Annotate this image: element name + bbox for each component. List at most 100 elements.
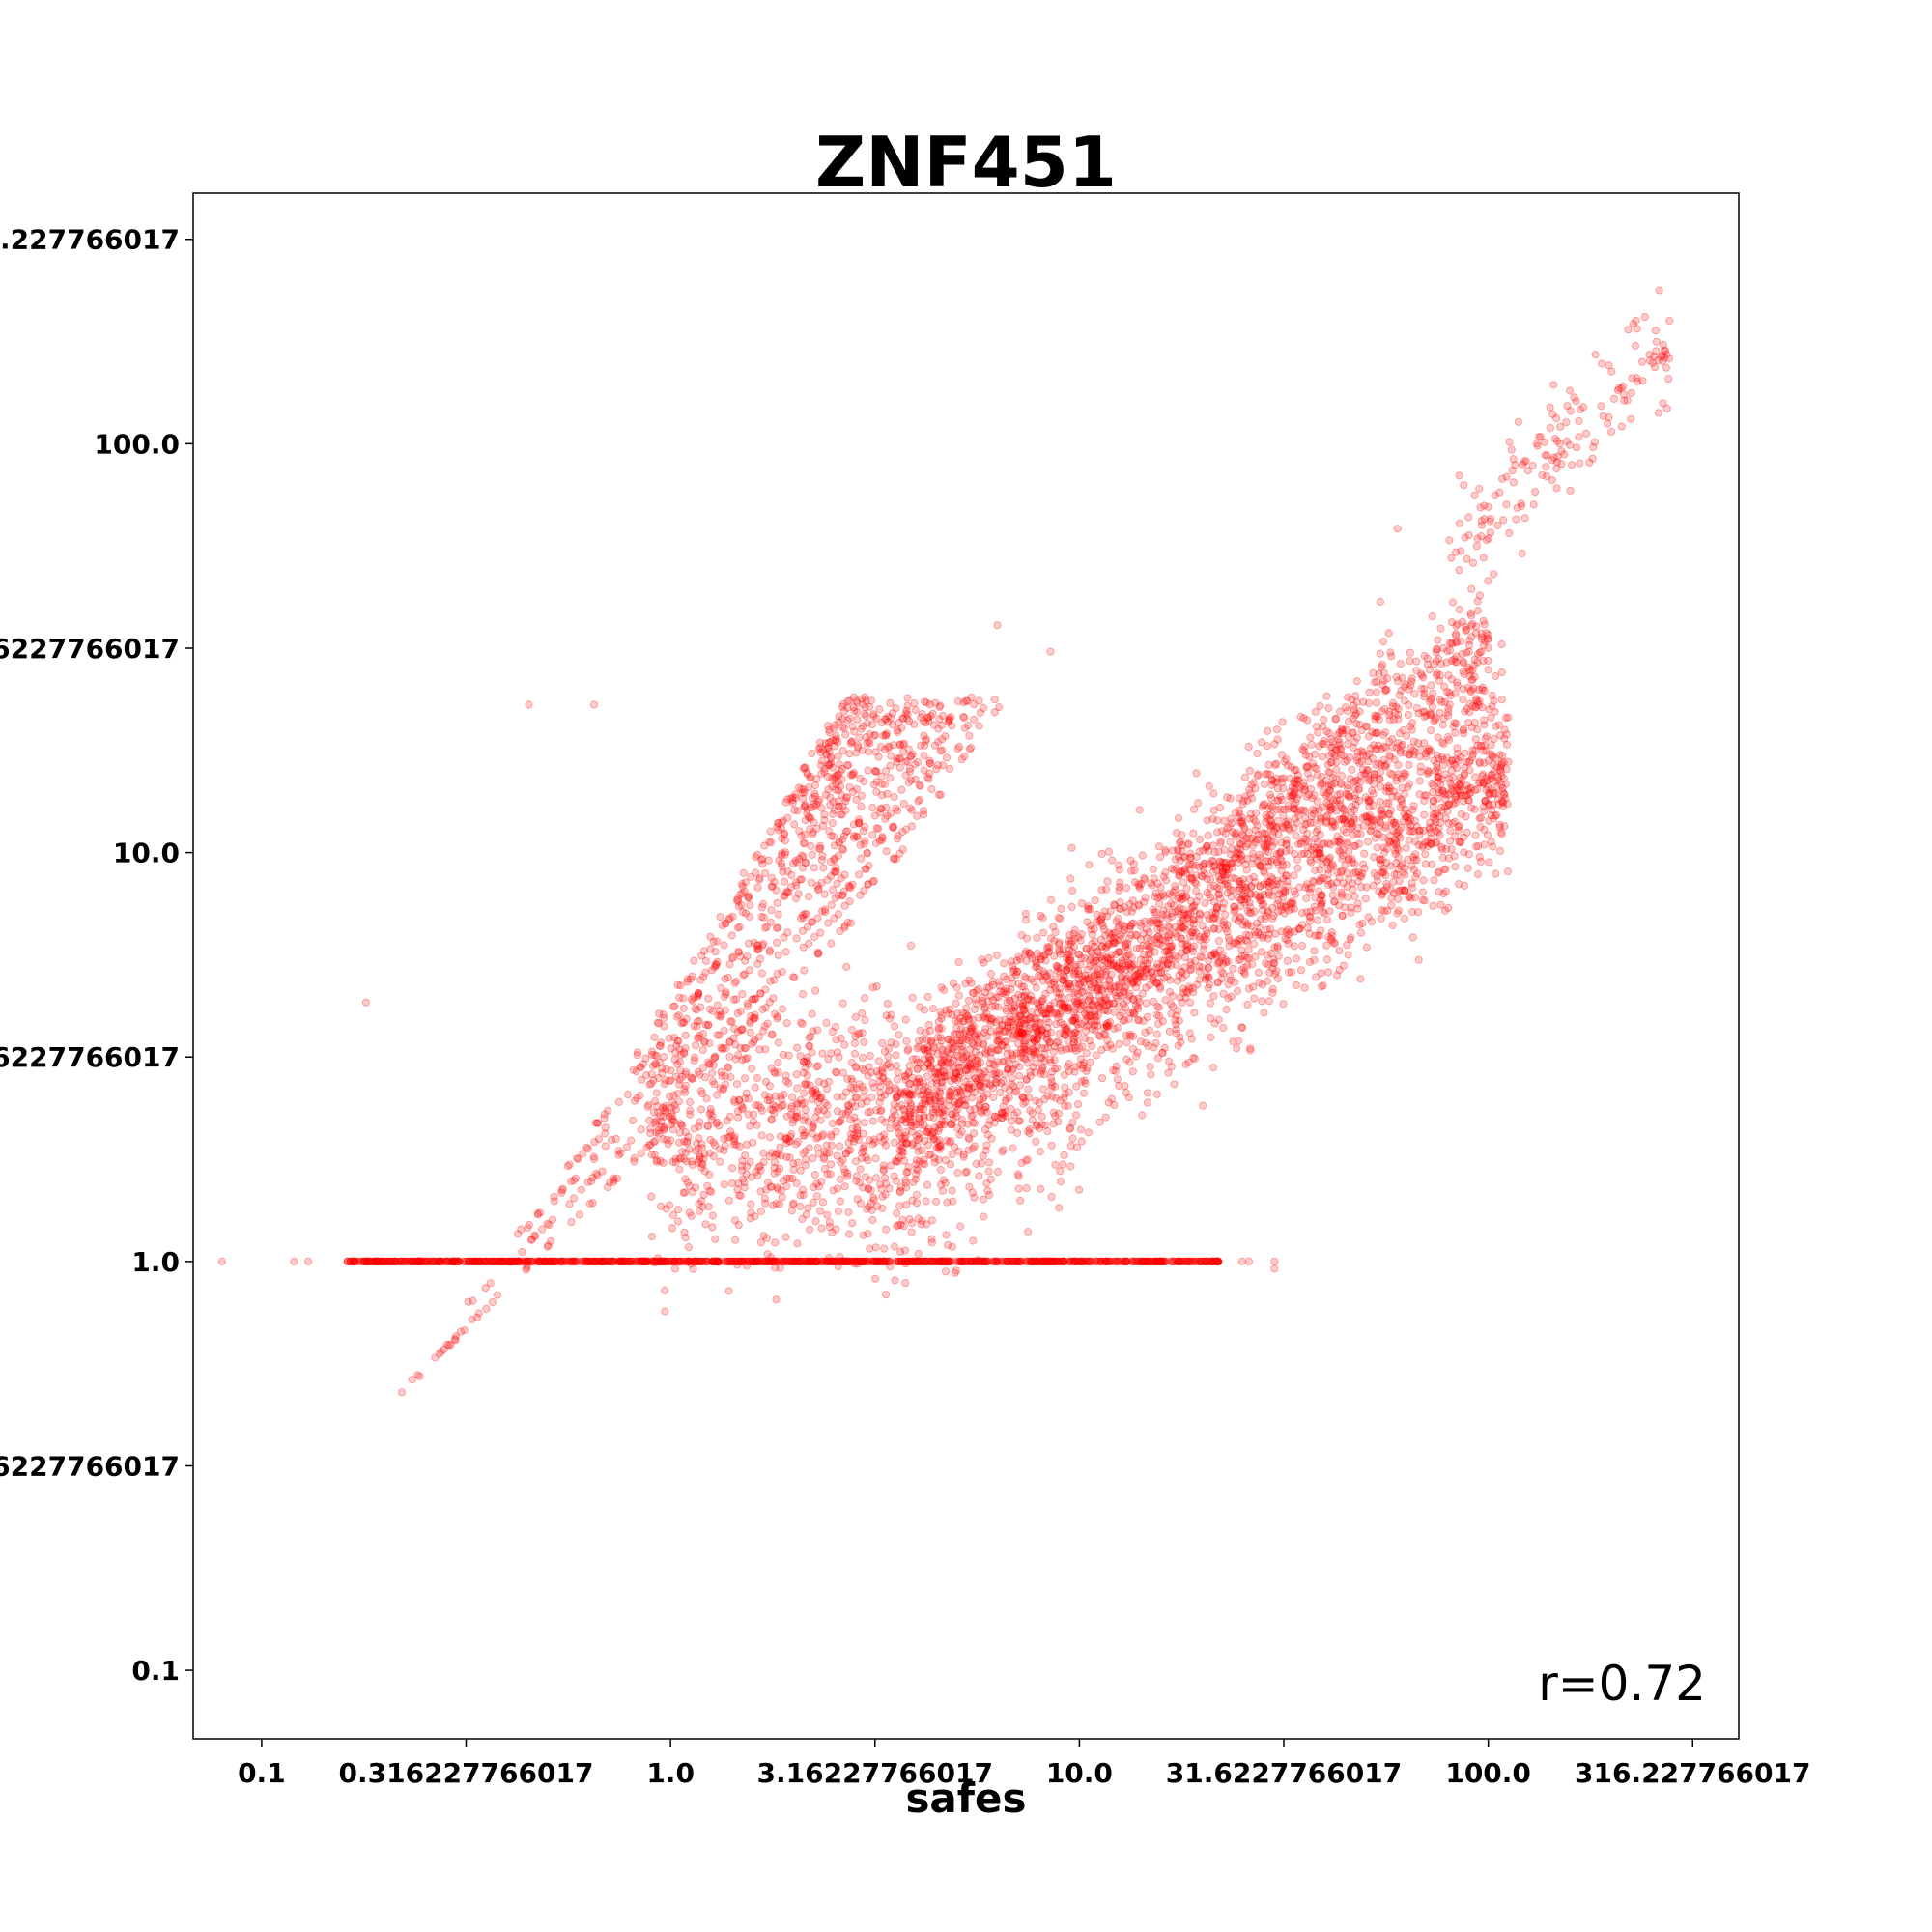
scatter-point — [681, 1031, 690, 1039]
scatter-point — [692, 1257, 701, 1266]
scatter-point — [1118, 1257, 1126, 1266]
scatter-point — [827, 1160, 836, 1169]
scatter-point — [1204, 983, 1213, 992]
scatter-point — [1213, 1257, 1222, 1266]
scatter-point — [675, 1257, 685, 1266]
scatter-point — [1047, 1073, 1056, 1082]
scatter-point — [711, 961, 720, 971]
scatter-point — [938, 761, 948, 770]
scatter-point — [1143, 1257, 1151, 1266]
scatter-point — [855, 870, 864, 879]
scatter-point — [1052, 1257, 1061, 1266]
scatter-point — [980, 1257, 989, 1266]
scatter-point — [738, 1257, 747, 1266]
scatter-point — [804, 1257, 812, 1266]
scatter-point — [767, 1257, 776, 1266]
scatter-point — [808, 918, 817, 926]
scatter-point — [1195, 975, 1204, 984]
scatter-point — [880, 1257, 889, 1266]
scatter-point — [945, 764, 954, 773]
scatter-point — [1473, 870, 1483, 879]
scatter-point — [610, 1176, 618, 1184]
scatter-point — [778, 1257, 786, 1266]
scatter-point — [1049, 1257, 1058, 1266]
scatter-point — [720, 941, 728, 950]
scatter-point — [1498, 783, 1507, 792]
scatter-point — [713, 1091, 722, 1099]
scatter-point — [926, 712, 935, 721]
scatter-point — [998, 1257, 1007, 1266]
scatter-point — [800, 839, 809, 848]
scatter-point — [883, 1077, 892, 1087]
scatter-point — [668, 1098, 677, 1107]
scatter-point — [781, 1257, 791, 1266]
scatter-point — [656, 1257, 665, 1266]
scatter-point — [1438, 721, 1447, 729]
scatter-point — [1066, 1257, 1076, 1266]
scatter-point — [1040, 1257, 1049, 1266]
scatter-point — [899, 799, 908, 809]
scatter-point — [824, 1254, 834, 1263]
scatter-point — [1101, 1257, 1111, 1266]
scatter-point — [675, 1165, 684, 1174]
scatter-point — [639, 1257, 648, 1266]
scatter-point — [722, 1257, 731, 1266]
scatter-point — [1237, 1023, 1246, 1032]
scatter-point — [668, 1210, 678, 1220]
scatter-point — [794, 890, 803, 898]
scatter-point — [508, 1257, 517, 1266]
scatter-point — [975, 696, 983, 705]
scatter-point — [1298, 941, 1307, 951]
scatter-point — [840, 870, 849, 879]
scatter-point — [673, 980, 682, 989]
scatter-point — [685, 1181, 694, 1191]
scatter-point — [1151, 1257, 1159, 1266]
scatter-point — [908, 1196, 917, 1205]
scatter-point — [1052, 1020, 1061, 1029]
scatter-point — [838, 1068, 848, 1077]
scatter-point — [1025, 1094, 1034, 1102]
scatter-point — [682, 1157, 691, 1166]
scatter-point — [965, 1182, 974, 1191]
scatter-point — [827, 1141, 837, 1150]
scatter-point — [942, 753, 952, 762]
scatter-point — [504, 1257, 513, 1266]
scatter-point — [688, 1257, 696, 1266]
scatter-point — [859, 1257, 867, 1266]
scatter-point — [1429, 788, 1437, 797]
scatter-point — [1408, 933, 1417, 942]
scatter-point — [652, 1052, 661, 1061]
scatter-point — [759, 913, 768, 922]
scatter-point — [793, 1137, 803, 1147]
scatter-point — [409, 1257, 417, 1266]
scatter-point — [662, 1107, 670, 1116]
scatter-point — [738, 1156, 747, 1165]
scatter-point — [831, 867, 839, 876]
scatter-point — [702, 1257, 712, 1266]
scatter-point — [577, 1185, 585, 1194]
scatter-point — [759, 1149, 768, 1158]
scatter-point — [1263, 951, 1272, 959]
scatter-point — [1263, 925, 1271, 934]
scatter-point — [953, 697, 963, 706]
scatter-point — [572, 1257, 581, 1266]
scatter-point — [1095, 1257, 1105, 1266]
scatter-point — [1141, 1257, 1150, 1266]
scatter-point — [498, 1257, 508, 1266]
scatter-point — [902, 1201, 911, 1209]
scatter-point — [699, 1257, 708, 1266]
scatter-point — [1461, 749, 1469, 757]
scatter-point — [736, 1257, 745, 1266]
scatter-point — [1333, 971, 1342, 980]
scatter-point — [685, 1208, 694, 1217]
scatter-point — [1502, 730, 1511, 739]
scatter-point — [696, 1257, 706, 1266]
scatter-point — [523, 1257, 531, 1266]
scatter-point — [766, 918, 776, 926]
scatter-point — [765, 998, 774, 1007]
scatter-point — [892, 804, 900, 812]
scatter-point — [547, 1257, 555, 1266]
scatter-point — [736, 1026, 746, 1035]
scatter-point — [1017, 1158, 1026, 1168]
scatter-point — [945, 1257, 953, 1266]
